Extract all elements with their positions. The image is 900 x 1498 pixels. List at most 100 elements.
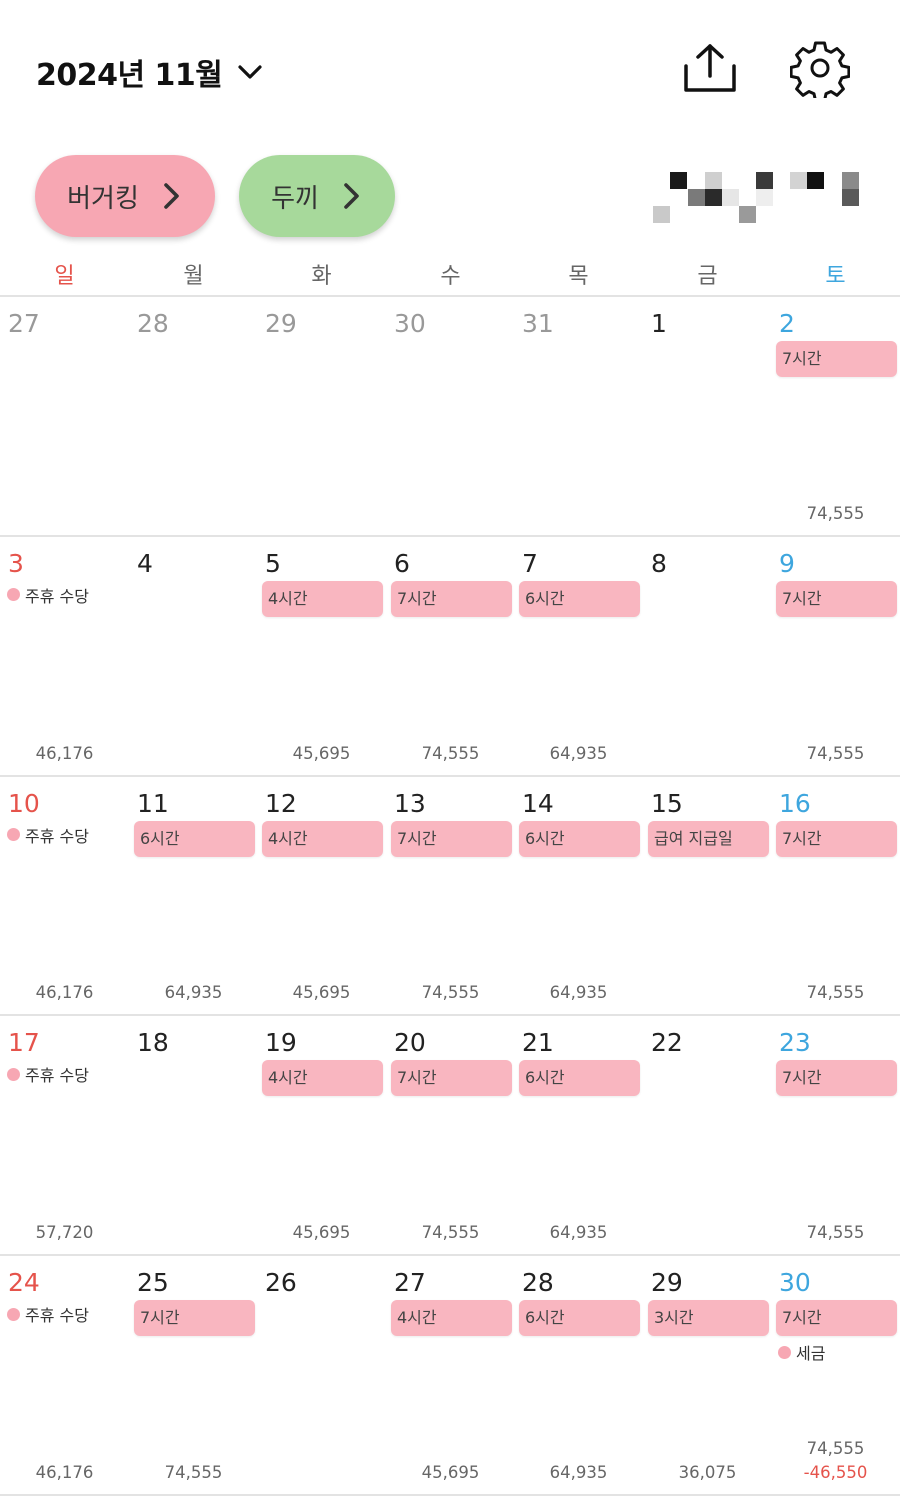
calendar-day-cell[interactable]: 19 4시간 45,695 (257, 1016, 386, 1254)
calendar-day-cell[interactable]: 16 7시간 74,555 (771, 777, 900, 1015)
weekly-allowance-item[interactable]: 주휴 수당 (7, 1302, 89, 1326)
calendar-day-cell[interactable]: 15 급여 지급일 (643, 777, 772, 1015)
calendar-day-cell[interactable]: 6 7시간 74,555 (386, 537, 515, 775)
calendar-day-cell[interactable]: 10 주휴 수당 46,176 (0, 777, 129, 1015)
day-number: 29 (265, 309, 297, 338)
calendar-day-cell[interactable]: 5 4시간 45,695 (257, 537, 386, 775)
weekday-mon: 월 (183, 264, 204, 289)
weekday-fri: 금 (697, 264, 718, 289)
month-title: 2024년 11월 (36, 58, 223, 93)
gear-icon[interactable] (790, 38, 850, 98)
weekly-allowance-item[interactable]: 주휴 수당 (7, 583, 89, 607)
calendar-day-cell[interactable]: 2 7시간 74,555 (771, 297, 900, 535)
dot-icon (7, 588, 20, 602)
weekday-sun: 일 (54, 264, 75, 289)
chevron-right-icon (344, 183, 359, 209)
share-upload-icon[interactable] (680, 38, 740, 98)
day-number: 12 (265, 788, 297, 818)
day-number: 9 (779, 548, 795, 578)
day-number: 21 (522, 1028, 554, 1058)
calendar-day-cell[interactable]: 18 (129, 1016, 258, 1254)
calendar-day-cell[interactable]: 30 7시간 세금 74,555 -46,550 (771, 1256, 900, 1494)
month-selector[interactable]: 2024년 11월 (36, 50, 264, 94)
day-number: 8 (651, 548, 667, 578)
calendar-day-cell[interactable]: 13 7시간 74,555 (386, 777, 515, 1015)
shift-pill[interactable]: 7시간 (391, 580, 512, 617)
calendar-day-cell[interactable]: 27 (0, 297, 129, 535)
day-number: 27 (394, 1268, 426, 1298)
shift-pill[interactable]: 7시간 (391, 1060, 512, 1097)
calendar-day-cell[interactable]: 1 (643, 297, 772, 535)
day-number: 3 (8, 548, 24, 578)
calendar-day-cell[interactable]: 24 주휴 수당 46,176 (0, 1256, 129, 1494)
calendar-day-cell[interactable]: 17 주휴 수당 57,720 (0, 1016, 129, 1254)
tax-item[interactable]: 세금 (778, 1340, 825, 1364)
shift-pill[interactable]: 6시간 (519, 1300, 640, 1337)
shift-pill[interactable]: 4시간 (262, 820, 383, 857)
day-number: 28 (137, 309, 169, 338)
calendar-day-cell[interactable]: 4 (129, 537, 258, 775)
weekly-allowance-item[interactable]: 주휴 수당 (7, 1062, 89, 1086)
shift-pill[interactable]: 4시간 (262, 580, 383, 617)
day-number: 11 (137, 788, 169, 818)
calendar-day-cell[interactable]: 14 6시간 64,935 (514, 777, 643, 1015)
shift-pill[interactable]: 7시간 (776, 580, 897, 617)
shift-pill[interactable]: 6시간 (519, 820, 640, 857)
workplace-chips: 버거킹 두끼 (0, 155, 900, 239)
calendar-day-cell[interactable]: 31 (514, 297, 643, 535)
workplace-chip-dookki[interactable]: 두끼 (239, 155, 395, 237)
daily-wage-amount: 74,555 (806, 743, 865, 763)
daily-wage-amount: 64,935 (549, 1223, 608, 1243)
chevron-down-icon (238, 65, 262, 79)
shift-pill[interactable]: 7시간 (776, 820, 897, 857)
daily-wage-amount: 74,555 (421, 1223, 480, 1243)
dot-icon (778, 1345, 791, 1359)
shift-pill[interactable]: 6시간 (134, 820, 255, 857)
calendar-day-cell[interactable]: 3 주휴 수당 46,176 (0, 537, 129, 775)
payday-pill[interactable]: 급여 지급일 (648, 820, 769, 857)
day-number: 1 (651, 309, 667, 338)
calendar-day-cell[interactable]: 7 6시간 64,935 (514, 537, 643, 775)
item-label: 주휴 수당 (25, 1306, 89, 1326)
day-number: 19 (265, 1028, 297, 1058)
day-number: 17 (8, 1028, 40, 1058)
shift-pill[interactable]: 4시간 (391, 1300, 512, 1337)
day-number: 30 (394, 309, 426, 338)
calendar-day-cell[interactable]: 12 4시간 45,695 (257, 777, 386, 1015)
calendar-week-row: 27 28 29 30 31 1 2 7시간 74,555 (0, 297, 900, 537)
shift-pill[interactable]: 7시간 (776, 1060, 897, 1097)
workplace-chip-burgerking[interactable]: 버거킹 (35, 155, 215, 237)
weekday-wed: 수 (440, 264, 461, 289)
calendar-day-cell[interactable]: 27 4시간 45,695 (386, 1256, 515, 1494)
calendar-day-cell[interactable]: 25 7시간 74,555 (129, 1256, 258, 1494)
calendar-day-cell[interactable]: 23 7시간 74,555 (771, 1016, 900, 1254)
calendar-day-cell[interactable]: 21 6시간 64,935 (514, 1016, 643, 1254)
calendar-day-cell[interactable]: 30 (386, 297, 515, 535)
shift-pill[interactable]: 7시간 (134, 1300, 255, 1337)
calendar-day-cell[interactable]: 20 7시간 74,555 (386, 1016, 515, 1254)
calendar-day-cell[interactable]: 9 7시간 74,555 (771, 537, 900, 775)
shift-pill[interactable]: 6시간 (519, 1060, 640, 1097)
calendar-day-cell[interactable]: 8 (643, 537, 772, 775)
daily-wage-amount: 74,555 (421, 983, 480, 1003)
shift-pill[interactable]: 7시간 (776, 341, 897, 377)
shift-pill[interactable]: 7시간 (391, 820, 512, 857)
shift-pill[interactable]: 3시간 (648, 1300, 769, 1337)
calendar-day-cell[interactable]: 29 3시간 36,075 (643, 1256, 772, 1494)
day-number: 20 (394, 1028, 426, 1058)
calendar-day-cell[interactable]: 29 (257, 297, 386, 535)
calendar-day-cell[interactable]: 11 6시간 64,935 (129, 777, 258, 1015)
calendar-week-row: 10 주휴 수당 46,176 11 6시간 64,935 12 4시간 45,695 13 7시간… (0, 777, 900, 1017)
shift-pill[interactable]: 4시간 (262, 1060, 383, 1097)
weekly-allowance-item[interactable]: 주휴 수당 (7, 823, 89, 847)
tax-deduction-amount: -46,550 (803, 1462, 868, 1482)
calendar-day-cell[interactable]: 26 (257, 1256, 386, 1494)
calendar-day-cell[interactable]: 28 6시간 64,935 (514, 1256, 643, 1494)
daily-wage-amount: 36,075 (678, 1462, 737, 1482)
shift-pill[interactable]: 6시간 (519, 580, 640, 617)
weekday-thu: 목 (568, 264, 589, 289)
day-number: 16 (779, 788, 811, 818)
shift-pill[interactable]: 7시간 (776, 1300, 897, 1337)
calendar-day-cell[interactable]: 28 (129, 297, 258, 535)
calendar-day-cell[interactable]: 22 (643, 1016, 772, 1254)
